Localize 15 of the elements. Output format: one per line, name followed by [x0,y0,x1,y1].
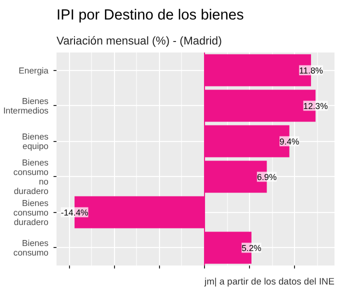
text: jm| a partir de los datos del INE [204,276,335,286]
y-tick-label: Energia [18,65,49,76]
y-tick-label: Bienes Intermedios [3,96,50,116]
data-label: 9.4% [280,136,300,146]
chart-title: IPI por Destino de los bienes [56,8,244,24]
y-tick-label: Bienes equipo [22,132,50,151]
y-tick-label: Bienes consumo [13,238,50,258]
y-tick-label: Bienes consumo duradero [13,198,50,227]
y-tick-label: Bienes consumo no duradero [13,158,50,196]
data-label: 11.8% [299,65,324,76]
data-label: -14.4% [60,207,89,218]
data-label: 6.9% [256,172,277,182]
data-label: 5.2% [242,242,262,253]
data-label: 12.3% [303,100,328,111]
chart-subtitle: Variación mensual (%) - (Madrid) [56,36,222,48]
